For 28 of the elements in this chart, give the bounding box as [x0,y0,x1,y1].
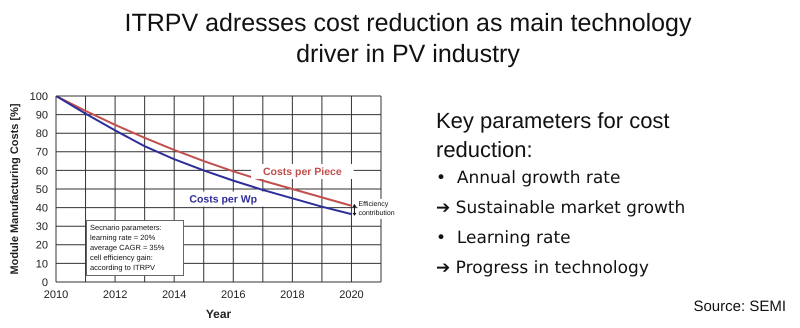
chart-title: ITRPV adresses cost reduction as main technology driver in PV industry [124,8,692,70]
x-tick-label: 2016 [221,288,246,301]
y-tick-label: 40 [36,202,48,215]
x-axis-title: Year [206,307,232,321]
y-tick-label: 20 [36,240,48,252]
y-tick-label: 80 [36,128,48,140]
y-tick-label: 10 [36,258,48,270]
source-note: Source: SEMI [693,298,786,315]
x-tick-label: 2010 [44,288,68,301]
x-tick-label: 2014 [162,288,186,301]
y-tick-label: 0 [42,276,48,289]
text: • Learning rate [436,228,571,248]
text: • Annual growth rate [436,168,620,188]
y-tick-label: 30 [36,221,48,234]
y-tick-label: 60 [36,165,48,178]
y-tick-label: 50 [36,184,48,196]
x-tick-label: 2020 [339,288,364,301]
series-label: Costs per Piece [262,166,342,178]
series-label: Costs per Wp [189,194,258,206]
y-tick-label: 70 [36,146,48,159]
text: ➔ Sustainable market growth [436,198,686,218]
text: Key parameters for cost reduction: [436,107,671,164]
x-tick-label: 2012 [102,288,128,301]
y-tick-label: 100 [30,90,48,103]
text: ➔ Progress in technology [436,258,649,278]
x-tick-label: 2018 [280,288,305,301]
y-tick-label: 90 [36,110,48,122]
y-axis-title: Module Manufacturing Costs [%] [8,103,21,275]
